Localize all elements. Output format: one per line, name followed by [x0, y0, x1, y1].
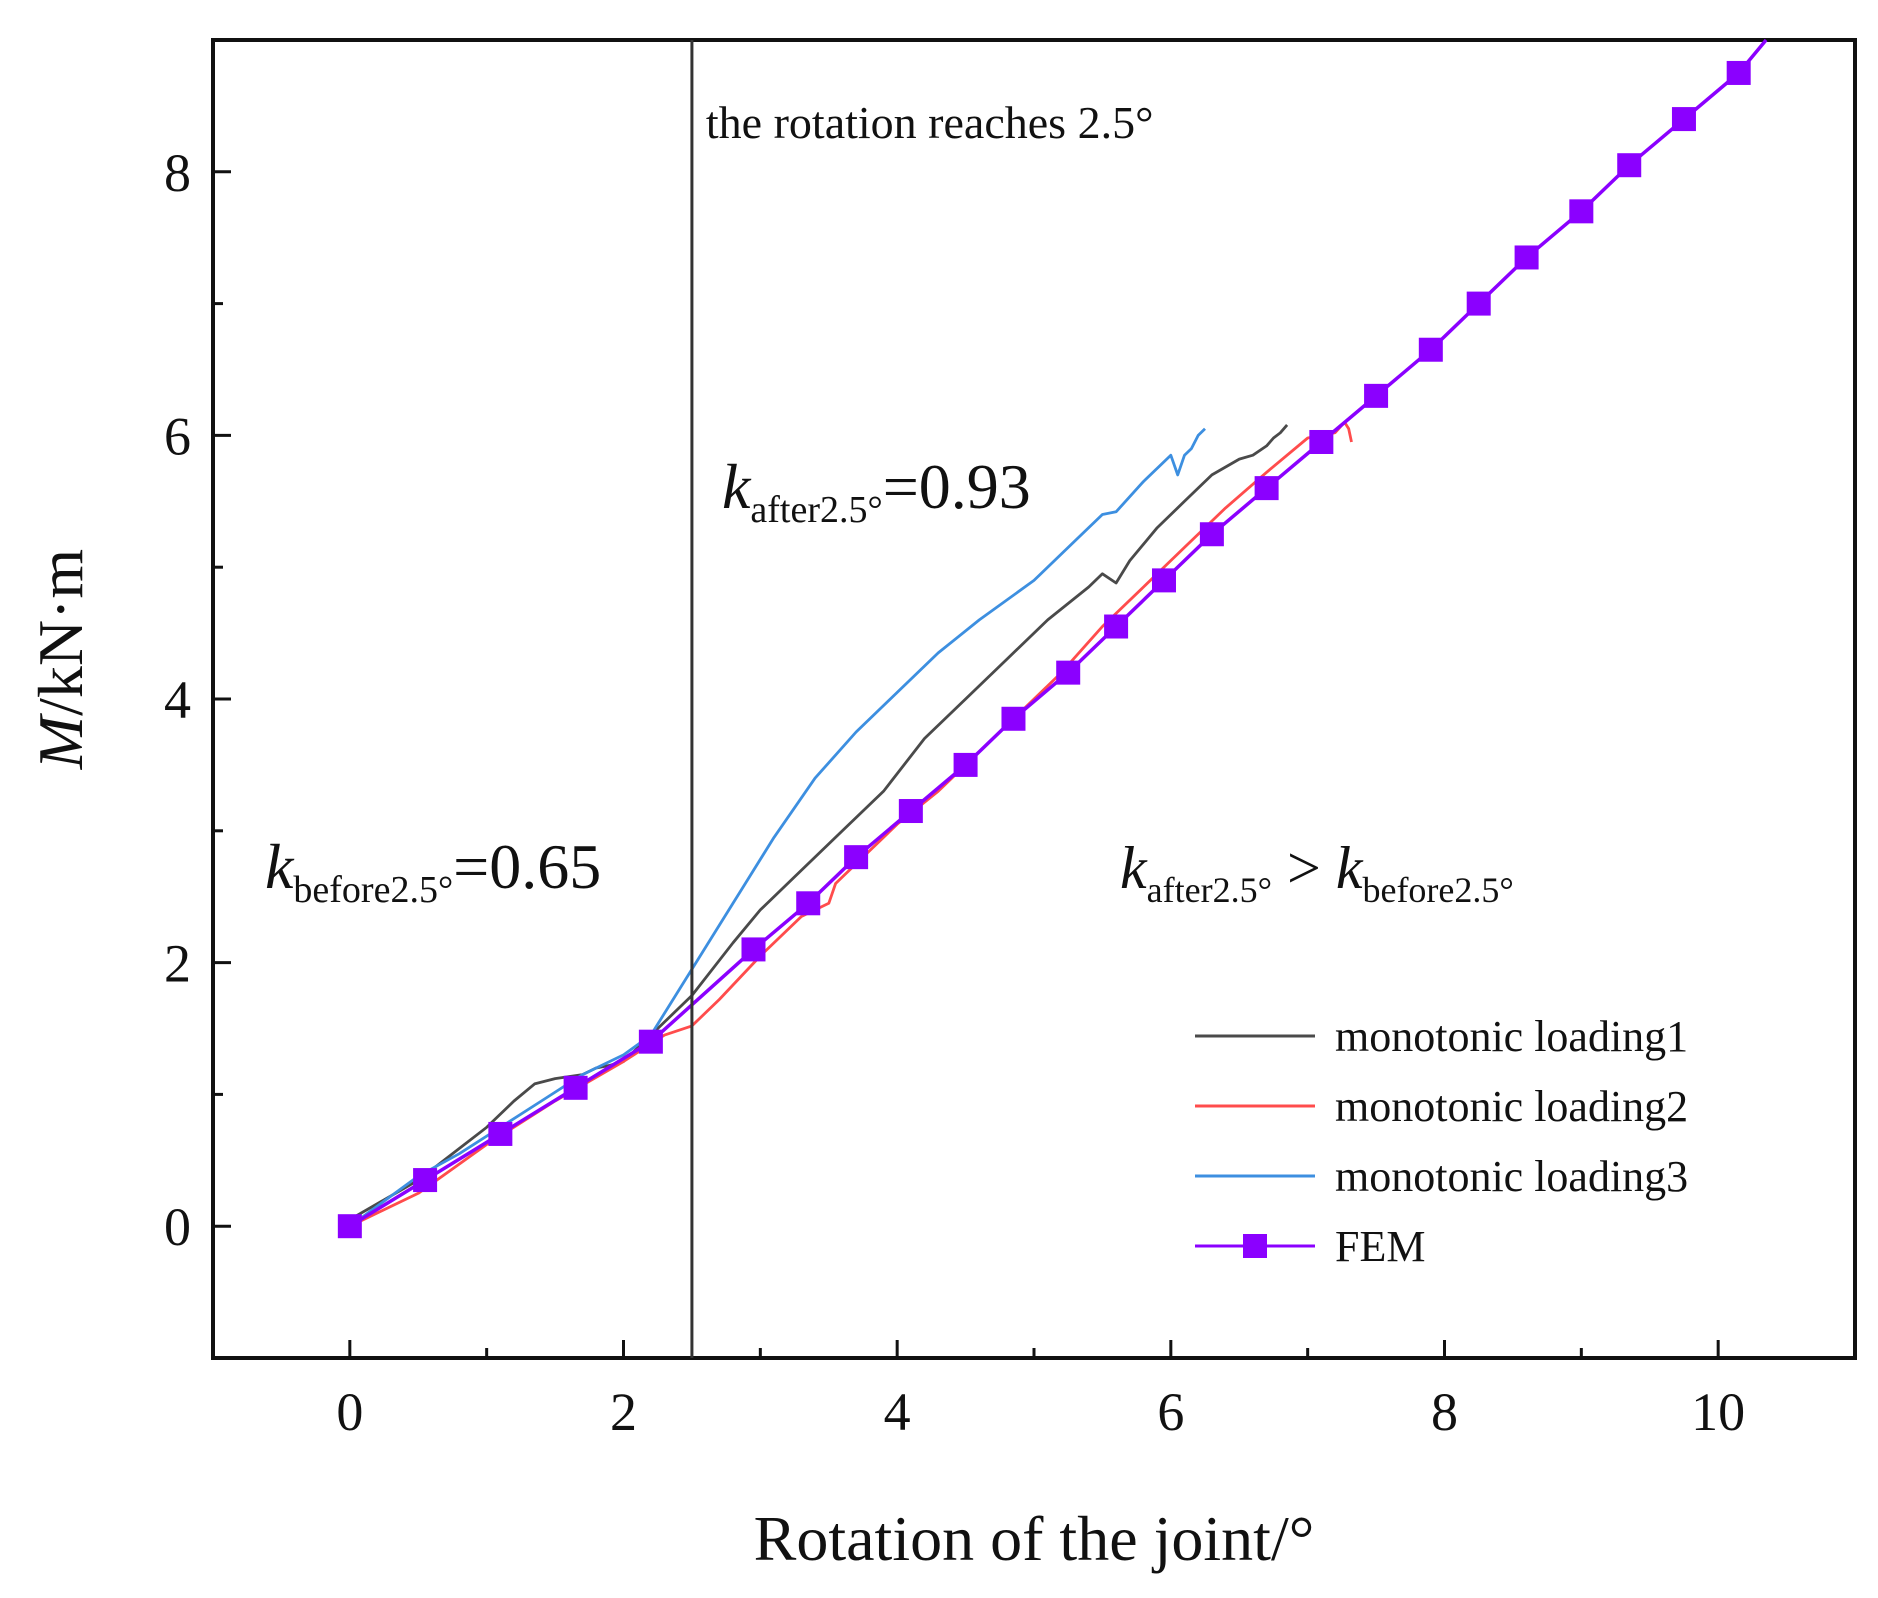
x-tick-label: 0: [336, 1382, 363, 1442]
k-value: =0.93: [883, 451, 1031, 522]
series-point-fem: [1726, 60, 1751, 85]
k-symbol: k: [1120, 835, 1148, 901]
x-tick-label: 8: [1431, 1382, 1458, 1442]
series-point-fem: [898, 799, 923, 824]
k-symbol: k: [1336, 835, 1364, 901]
axis-ticks: 0 2 4 6 8 10 0 2 4 6 8: [164, 38, 1857, 1442]
x-tick-label: 4: [884, 1382, 911, 1442]
legend-label-fem: FEM: [1335, 1222, 1425, 1271]
series-point-fem: [1569, 199, 1594, 224]
series-point-fem: [488, 1121, 513, 1146]
legend-label-monotonic-loading1: monotonic loading1: [1335, 1012, 1688, 1061]
series-point-fem: [1254, 476, 1279, 501]
y-tick-label: 8: [164, 143, 191, 203]
legend-marker-fem: [1243, 1234, 1267, 1258]
series-point-fem: [413, 1168, 438, 1193]
series-point-fem: [741, 937, 766, 962]
k-subscript: after2.5°: [750, 489, 882, 531]
x-tick-label: 6: [1157, 1382, 1184, 1442]
k-symbol: k: [722, 451, 752, 522]
x-tick-label: 10: [1691, 1382, 1745, 1442]
comparison-operator: >: [1272, 835, 1336, 901]
y-tick-label: 4: [164, 670, 191, 730]
k-subscript: before2.5°: [1362, 870, 1513, 910]
series-point-fem: [1104, 614, 1129, 639]
series-point-fem: [1001, 706, 1026, 731]
y-axis-title-unit: /kN·m: [25, 549, 96, 716]
series-point-fem: [1056, 660, 1081, 685]
series-point-fem: [796, 891, 821, 916]
y-tick-label: 6: [164, 406, 191, 466]
legend: monotonic loading1 monotonic loading2 mono…: [1195, 1012, 1688, 1271]
series-point-fem: [1466, 291, 1491, 316]
annotation-k-before: kbefore2.5°=0.65: [265, 831, 601, 911]
vline-label: the rotation reaches 2.5°: [706, 97, 1154, 148]
series-point-fem: [1309, 429, 1334, 454]
k-value: =0.65: [453, 831, 601, 902]
series-point-fem: [638, 1029, 663, 1054]
k-subscript: before2.5°: [293, 869, 453, 911]
series-point-fem: [1671, 107, 1696, 132]
series-line-monotonic-loading3: [348, 427, 1206, 1228]
series-point-fem: [1514, 245, 1539, 270]
series-point-fem: [337, 1214, 362, 1239]
x-tick-label: 2: [610, 1382, 637, 1442]
x-axis-title: Rotation of the joint/°: [754, 1503, 1315, 1574]
legend-label-monotonic-loading3: monotonic loading3: [1335, 1152, 1688, 1201]
k-symbol: k: [265, 831, 295, 902]
series-layer: [337, 38, 1768, 1239]
y-tick-label: 2: [164, 934, 191, 994]
series-point-fem: [1418, 337, 1443, 362]
y-axis-title-symbol: M: [25, 712, 96, 770]
series-point-fem: [1617, 153, 1642, 178]
annotation-k-after: kafter2.5°=0.93: [722, 451, 1031, 531]
series-point-fem: [953, 752, 978, 777]
y-axis-title: M/kN·m: [25, 549, 96, 770]
series-point-fem: [844, 845, 869, 870]
k-subscript: after2.5°: [1147, 870, 1272, 910]
series-point-fem: [1364, 383, 1389, 408]
legend-label-monotonic-loading2: monotonic loading2: [1335, 1082, 1688, 1131]
annotation-k-compare: kafter2.5° > kbefore2.5°: [1120, 835, 1514, 910]
series-point-fem: [563, 1075, 588, 1100]
series-point-fem: [1151, 568, 1176, 593]
y-tick-label: 0: [164, 1197, 191, 1257]
series-point-fem: [1199, 522, 1224, 547]
